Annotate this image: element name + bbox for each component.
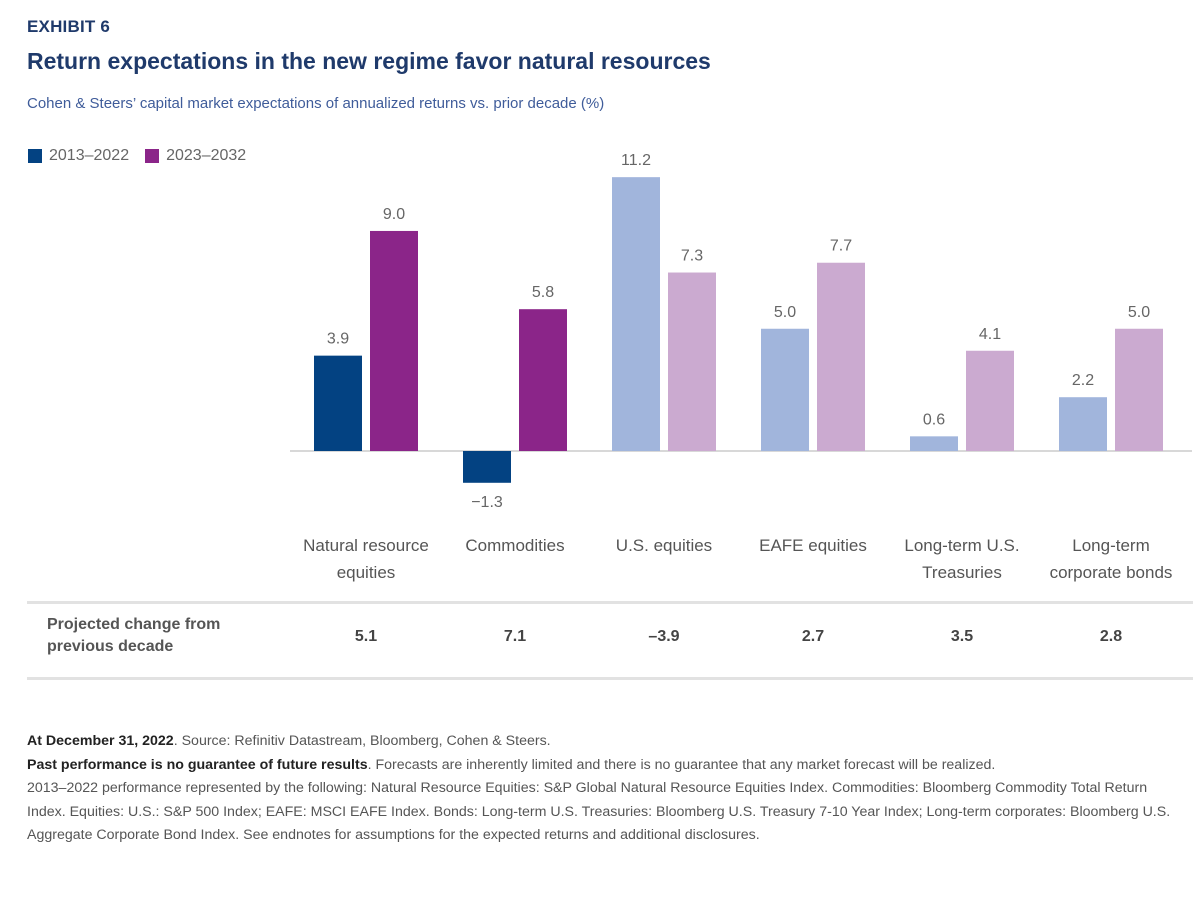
legend: 2013–2022 2023–2032 [28, 147, 262, 165]
category-label-5-line-0: Long-term [1072, 536, 1149, 555]
bar-1-cat-4 [910, 436, 958, 451]
category-label-0-line-0: Natural resource [303, 536, 429, 555]
category-label-0-line-1: equities [337, 563, 396, 582]
bar-1-cat-1 [463, 451, 511, 483]
data-label-2-cat-4: 4.1 [979, 326, 1001, 343]
disclaimer-bold: Past performance is no guarantee of futu… [27, 756, 368, 773]
bar-2-cat-2 [668, 272, 716, 451]
exhibit-label: EXHIBIT 6 [27, 17, 111, 36]
chart-title: Return expectations in the new regime fa… [27, 48, 711, 74]
bar-1-cat-5 [1059, 397, 1107, 451]
data-label-1-cat-2: 11.2 [621, 152, 651, 169]
bar-1-cat-2 [612, 177, 660, 451]
index-note: 2013–2022 performance represented by the… [27, 780, 1171, 843]
legend-label-series-2: 2023–2032 [166, 147, 247, 164]
data-label-2-cat-5: 5.0 [1128, 304, 1150, 321]
bar-2-cat-1 [519, 309, 567, 451]
projected-change-value-0: 5.1 [354, 628, 378, 645]
data-label-2-cat-3: 7.7 [830, 238, 852, 255]
projected-change-value-3: 2.7 [801, 628, 825, 645]
category-label-2-line-0: U.S. equities [616, 536, 712, 555]
footnotes: At December 31, 2022. Source: Refinitiv … [27, 730, 1187, 848]
projected-change-value-2: –3.9 [648, 628, 680, 645]
projected-change-value-1: 7.1 [503, 628, 527, 645]
as-of-date: At December 31, 2022 [27, 733, 174, 749]
category-label-1-line-0: Commodities [465, 536, 564, 555]
disclaimer-note: Past performance is no guarantee of futu… [27, 754, 1187, 778]
bar-chart: 3.9 9.0 Natural resource equities −1.3 5.8 Com… [290, 152, 1192, 582]
data-label-1-cat-0: 3.9 [327, 331, 349, 348]
data-label-1-cat-5: 2.2 [1072, 372, 1094, 389]
legend-swatch-series-1 [28, 149, 42, 163]
bar-2-cat-5 [1115, 328, 1163, 451]
data-label-2-cat-0: 9.0 [383, 206, 405, 223]
projected-change-table: Projected change from previous decade 5.… [27, 601, 1193, 680]
disclaimer-text: . Forecasts are inherently limited and t… [367, 756, 996, 773]
source-note: At December 31, 2022. Source: Refinitiv … [27, 730, 1187, 754]
legend-label-series-1: 2013–2022 [49, 147, 130, 164]
legend-item-series-1: 2013–2022 [28, 147, 129, 165]
projected-change-value-5: 2.8 [1099, 628, 1123, 645]
chart-subtitle: Cohen & Steers’ capital market expectati… [27, 95, 605, 112]
projected-change-value-4: 3.5 [950, 628, 974, 645]
legend-swatch-series-2 [145, 149, 160, 163]
data-label-1-cat-4: 0.6 [923, 411, 945, 428]
bar-1-cat-3 [761, 328, 809, 451]
bar-2-cat-3 [817, 262, 865, 451]
bar-1-cat-0 [314, 355, 362, 451]
category-label-5-line-1: corporate bonds [1050, 563, 1173, 582]
projected-change-row-label: Projected change from previous decade [47, 616, 221, 655]
data-label-1-cat-3: 5.0 [774, 304, 796, 321]
category-label-4-line-0: Long-term U.S. [904, 536, 1019, 555]
category-label-4-line-1: Treasuries [922, 563, 1002, 582]
bar-2-cat-4 [966, 350, 1014, 451]
legend-item-series-2: 2023–2032 [145, 147, 246, 165]
category-label-3-line-0: EAFE equities [759, 536, 867, 555]
bar-2-cat-0 [370, 230, 418, 451]
source-text: . Source: Refinitiv Datastream, Bloomber… [173, 733, 551, 749]
data-label-2-cat-2: 7.3 [681, 248, 703, 265]
data-label-1-cat-1: −1.3 [471, 494, 503, 511]
data-label-2-cat-1: 5.8 [532, 284, 554, 301]
